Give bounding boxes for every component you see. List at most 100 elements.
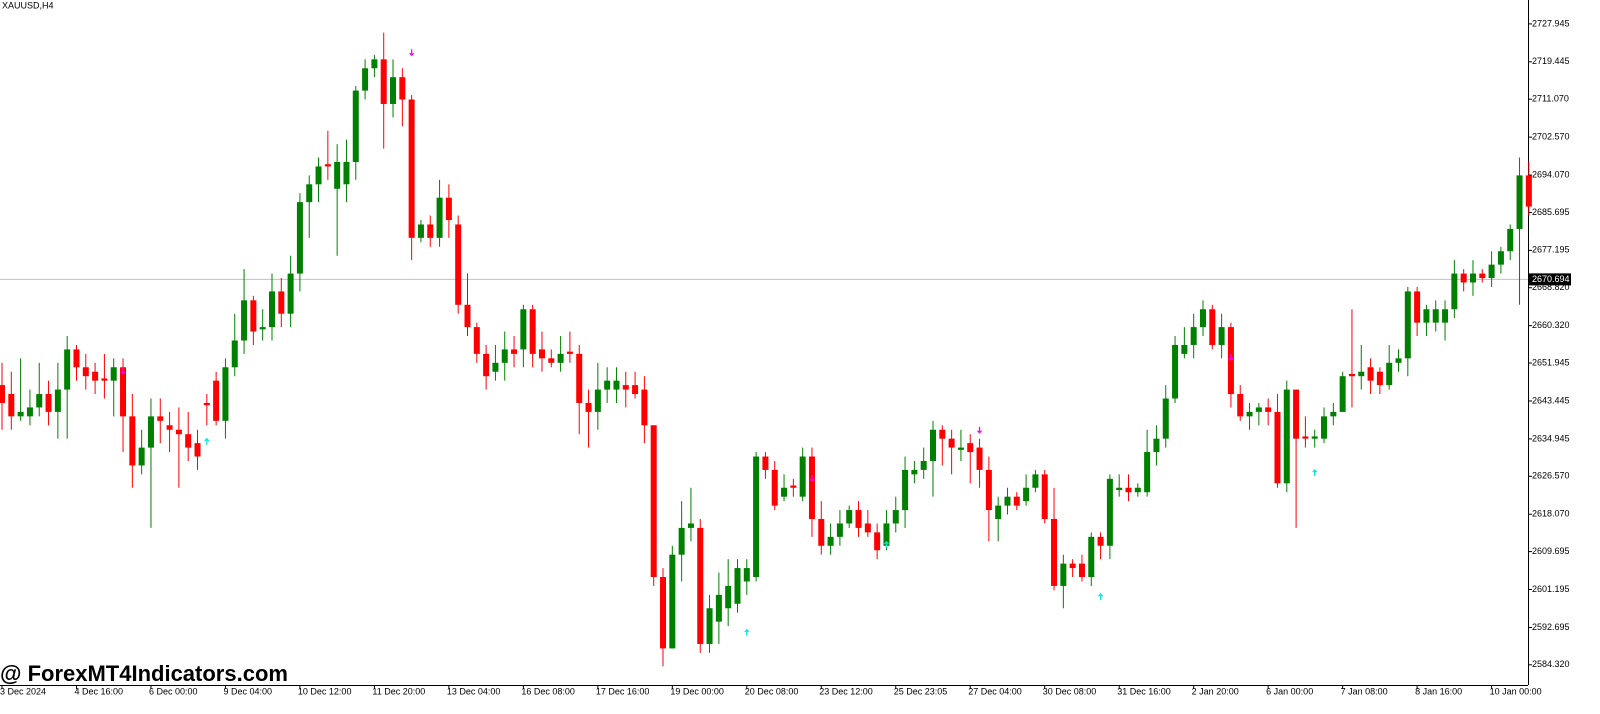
- candle-body: [911, 469, 918, 475]
- candle-body: [129, 416, 136, 466]
- candle-body: [1088, 536, 1095, 578]
- y-tick-label: 2651.945: [1532, 357, 1570, 367]
- sell-arrow: [120, 367, 126, 375]
- candle-body: [194, 443, 201, 457]
- candle-body: [213, 380, 220, 421]
- candle-body: [1172, 344, 1179, 399]
- candle-body: [1041, 474, 1048, 519]
- candle-body: [548, 358, 555, 363]
- candle-body: [1414, 291, 1421, 323]
- current-price-label: 2670.694: [1532, 274, 1570, 284]
- candle-body: [464, 304, 471, 328]
- y-tick-label: 2592.695: [1532, 622, 1570, 632]
- candle-body: [520, 309, 527, 350]
- candle-body: [985, 469, 992, 511]
- candle-body: [781, 487, 788, 497]
- candle-body: [455, 224, 462, 305]
- candle-body: [538, 349, 545, 359]
- candle-body: [576, 353, 583, 403]
- candle-body: [1199, 309, 1206, 328]
- candle-body: [73, 349, 80, 368]
- x-tick-label: 4 Dec 16:00: [74, 686, 123, 696]
- y-tick-label: 2609.695: [1532, 546, 1570, 556]
- buy-arrow: [1312, 469, 1318, 477]
- candle-body: [334, 161, 341, 189]
- candle-body: [1302, 436, 1309, 439]
- chart-title: XAUUSD,H4: [2, 0, 54, 10]
- candle-body: [166, 425, 173, 430]
- candle-body: [64, 349, 71, 390]
- candle-body: [1255, 407, 1262, 412]
- x-tick-label: 10 Jan 00:00: [1490, 686, 1542, 696]
- candle-body: [650, 425, 657, 578]
- candle-body: [175, 429, 182, 435]
- x-tick-label: 16 Dec 08:00: [521, 686, 575, 696]
- x-tick-label: 6 Dec 00:00: [149, 686, 198, 696]
- candle-body: [1153, 438, 1160, 453]
- y-tick-label: 2660.320: [1532, 320, 1570, 330]
- y-tick-label: 2677.195: [1532, 245, 1570, 255]
- y-tick-label: 2711.070: [1532, 94, 1569, 104]
- candle-body: [1013, 496, 1020, 506]
- candle-body: [585, 402, 592, 412]
- candle-body: [157, 416, 164, 421]
- candle-body: [1274, 411, 1281, 484]
- candle-body: [101, 378, 108, 381]
- candle-body: [855, 510, 862, 528]
- candle-body: [315, 166, 322, 185]
- candle-body: [883, 523, 890, 546]
- candle-body: [436, 197, 443, 238]
- candle-body: [45, 394, 52, 412]
- candle-body: [995, 505, 1002, 519]
- candle-body: [473, 327, 480, 354]
- candle-body: [1209, 309, 1216, 345]
- x-tick-label: 31 Dec 16:00: [1117, 686, 1171, 696]
- x-tick-label: 20 Dec 08:00: [745, 686, 799, 696]
- candle-body: [1311, 436, 1318, 439]
- candle-body: [1460, 273, 1467, 283]
- candle-body: [1395, 358, 1402, 363]
- candle-body: [1051, 518, 1058, 586]
- candle-body: [641, 389, 648, 426]
- candle-body: [622, 385, 629, 390]
- sell-arrow: [809, 474, 815, 482]
- sell-arrow: [409, 49, 415, 57]
- x-tick-label: 10 Dec 12:00: [298, 686, 352, 696]
- candle-body: [632, 385, 639, 395]
- candle-body: [818, 518, 825, 546]
- buy-arrow: [204, 437, 210, 445]
- candle-body: [185, 434, 192, 448]
- x-tick-label: 19 Dec 00:00: [670, 686, 724, 696]
- candle-body: [1032, 474, 1039, 488]
- candle-body: [408, 99, 415, 238]
- x-tick-label: 13 Dec 04:00: [447, 686, 501, 696]
- candle-body: [976, 447, 983, 470]
- candle-body: [669, 554, 676, 649]
- candle-body: [1488, 264, 1495, 279]
- candle-body: [846, 510, 853, 524]
- x-tick-label: 17 Dec 16:00: [596, 686, 650, 696]
- candle-body: [790, 485, 797, 488]
- candle-body: [287, 273, 294, 314]
- candle-body: [1469, 273, 1476, 283]
- candle-body: [827, 536, 834, 546]
- watermark: @ ForexMT4Indicators.com: [0, 661, 288, 686]
- y-tick-label: 2634.945: [1532, 433, 1570, 443]
- candle-body: [1162, 398, 1169, 439]
- candle-body: [343, 161, 350, 185]
- candle-body: [743, 568, 750, 582]
- candle-body: [511, 349, 518, 354]
- candle-body: [1516, 175, 1523, 229]
- candle-body: [92, 371, 99, 381]
- candle-body: [808, 456, 815, 519]
- candle-body: [1069, 563, 1076, 569]
- candle-body: [138, 447, 145, 466]
- candle-body: [1423, 309, 1430, 323]
- candle-body: [1451, 273, 1458, 310]
- candle-body: [930, 429, 936, 461]
- sell-arrow: [977, 426, 983, 434]
- x-tick-label: 11 Dec 20:00: [372, 686, 425, 696]
- candle-body: [604, 380, 611, 390]
- candle-body: [278, 291, 285, 314]
- candle-body: [250, 300, 257, 332]
